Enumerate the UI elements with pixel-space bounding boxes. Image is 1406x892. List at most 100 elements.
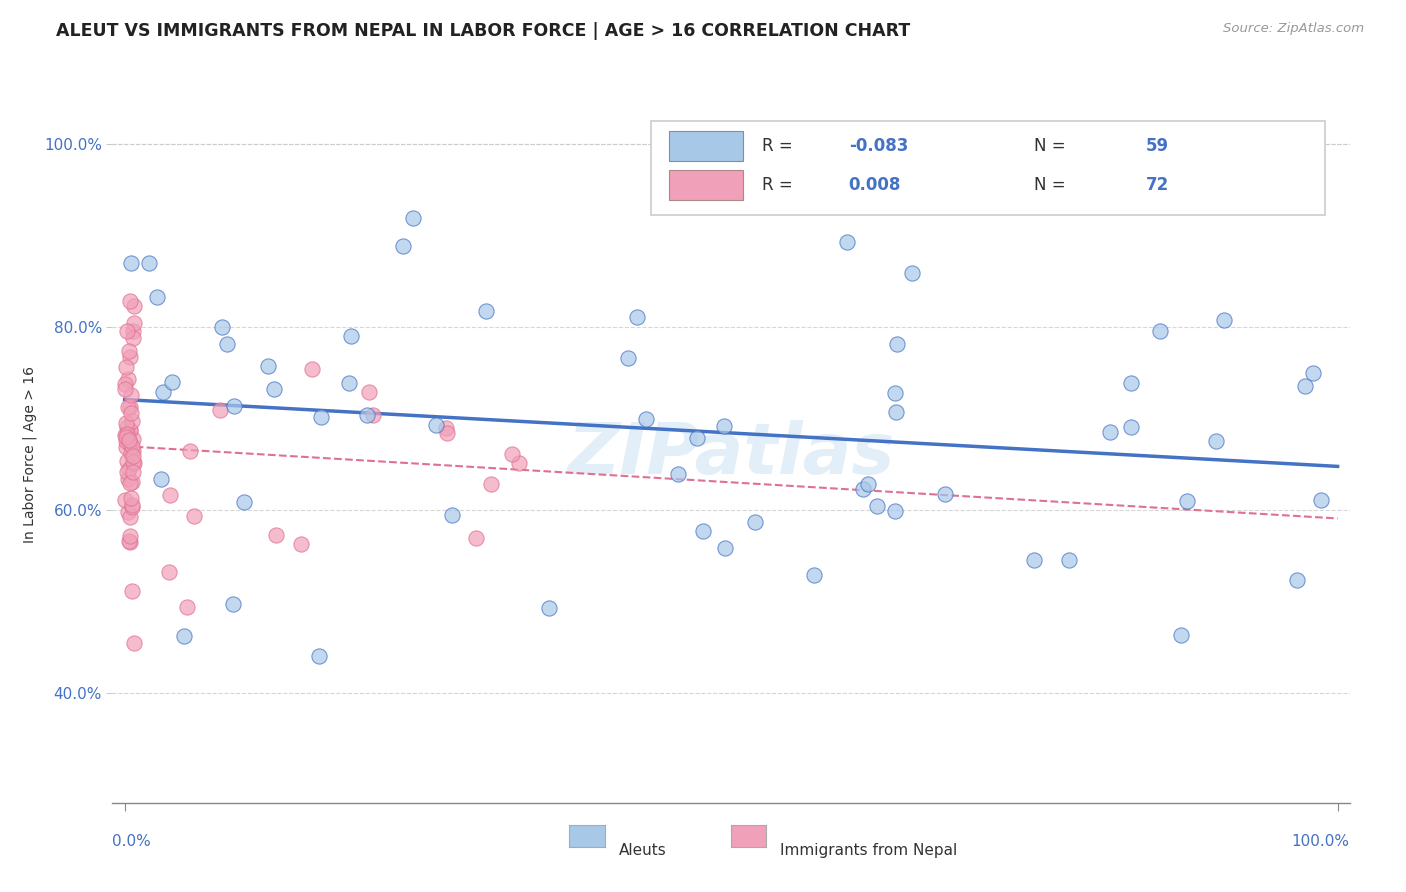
Point — [301, 362, 323, 376]
Point — [886, 337, 908, 351]
Point — [120, 350, 142, 364]
Point — [363, 409, 385, 423]
Point — [114, 492, 136, 507]
Text: R =: R = — [762, 176, 799, 194]
Point — [392, 239, 415, 253]
Point — [479, 476, 502, 491]
Point — [118, 423, 141, 437]
Text: Source: ZipAtlas.com: Source: ZipAtlas.com — [1223, 22, 1364, 36]
Point — [117, 505, 139, 519]
Point — [713, 418, 735, 433]
Point — [122, 299, 145, 313]
Point — [357, 384, 380, 399]
Point — [173, 629, 195, 643]
Point — [636, 411, 658, 425]
Point — [120, 535, 142, 549]
Point — [114, 360, 136, 375]
Point — [222, 597, 245, 611]
Point — [121, 446, 143, 460]
Point — [121, 439, 143, 453]
Point — [118, 400, 141, 414]
Point — [434, 421, 457, 435]
Point — [159, 488, 181, 502]
Point — [1099, 425, 1122, 439]
Point — [118, 435, 141, 450]
Point — [179, 443, 201, 458]
Point — [138, 255, 160, 269]
Point — [900, 267, 922, 281]
Point — [538, 601, 561, 615]
Point — [337, 376, 360, 391]
Point — [114, 427, 136, 442]
Point — [402, 211, 425, 225]
Point — [115, 434, 138, 448]
Point — [714, 541, 737, 555]
Point — [121, 500, 143, 515]
Y-axis label: In Labor Force | Age > 16: In Labor Force | Age > 16 — [22, 367, 37, 543]
Point — [121, 499, 143, 513]
Point — [176, 600, 198, 615]
Text: Aleuts: Aleuts — [619, 843, 666, 858]
Point — [120, 529, 142, 543]
Point — [122, 636, 145, 650]
Point — [744, 515, 766, 529]
Point — [866, 500, 889, 514]
Point — [803, 568, 825, 582]
Text: 59: 59 — [1146, 137, 1168, 155]
Point — [290, 537, 312, 551]
Point — [884, 386, 907, 401]
Point — [1302, 366, 1324, 380]
Point — [436, 426, 458, 441]
Point — [115, 441, 138, 455]
Text: 0.0%: 0.0% — [112, 834, 152, 849]
Point — [120, 294, 142, 309]
Point — [118, 433, 141, 447]
Point — [115, 420, 138, 434]
Point — [356, 409, 378, 423]
Point — [114, 377, 136, 392]
Point — [121, 455, 143, 469]
Point — [120, 491, 142, 505]
Point — [117, 427, 139, 442]
Point — [1119, 420, 1142, 434]
Point — [150, 472, 173, 486]
Point — [211, 319, 233, 334]
Point — [122, 432, 145, 446]
Point — [308, 649, 330, 664]
Text: Immigrants from Nepal: Immigrants from Nepal — [780, 843, 957, 858]
Point — [160, 375, 183, 389]
Text: ALEUT VS IMMIGRANTS FROM NEPAL IN LABOR FORCE | AGE > 16 CORRELATION CHART: ALEUT VS IMMIGRANTS FROM NEPAL IN LABOR … — [56, 22, 911, 40]
Point — [121, 475, 143, 489]
Point — [263, 382, 285, 396]
Point — [117, 372, 139, 386]
Point — [122, 456, 145, 470]
Text: 100.0%: 100.0% — [1292, 834, 1350, 849]
Point — [852, 483, 875, 497]
Point — [117, 466, 139, 480]
Point — [425, 417, 447, 432]
FancyBboxPatch shape — [669, 131, 744, 161]
Point — [1170, 628, 1192, 642]
Point — [464, 531, 486, 545]
Point — [1212, 313, 1234, 327]
Point — [616, 351, 638, 366]
Point — [120, 475, 142, 490]
Point — [146, 290, 169, 304]
Point — [118, 533, 141, 548]
Point — [1294, 378, 1316, 392]
Point — [118, 343, 141, 358]
Point — [222, 399, 245, 413]
Point — [1205, 434, 1227, 448]
Text: -0.083: -0.083 — [849, 137, 908, 155]
Text: N =: N = — [1035, 137, 1071, 155]
Point — [692, 524, 714, 538]
Point — [1024, 553, 1046, 567]
Point — [474, 303, 496, 318]
Point — [122, 449, 145, 463]
Point — [1309, 493, 1331, 508]
Point — [157, 566, 180, 580]
Point — [117, 400, 139, 414]
Text: R =: R = — [762, 137, 799, 155]
Point — [117, 453, 139, 467]
Point — [1175, 494, 1198, 508]
